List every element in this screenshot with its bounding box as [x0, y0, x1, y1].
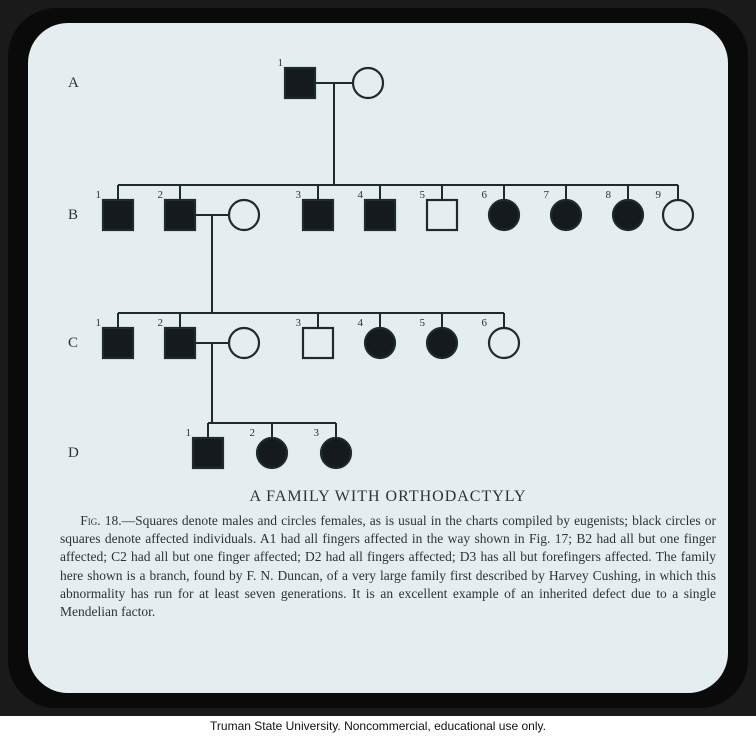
pedigree-female-C2s: [229, 328, 259, 358]
node-index-D1: 1: [186, 427, 192, 439]
node-index-C3: 3: [296, 317, 302, 329]
node-index-B5: 5: [420, 189, 426, 201]
node-index-C4: 4: [358, 317, 364, 329]
node-index-C6: 6: [482, 317, 488, 329]
node-index-D2: 2: [250, 427, 256, 439]
node-index-C2: 2: [158, 317, 164, 329]
pedigree-male-B4: [365, 200, 395, 230]
pedigree-female-B6: [489, 200, 519, 230]
generation-label-A: A: [68, 75, 79, 92]
slide-frame: 1 1 2 3 4 5 6 7 8 9 1 2 3 4 5 6 1 2 3 A B C D A FAMILY WITH O…: [8, 8, 748, 708]
pedigree-male-B5: [427, 200, 457, 230]
pedigree-male-C2: [165, 328, 195, 358]
pedigree-male-C1: [103, 328, 133, 358]
pedigree-male-B3: [303, 200, 333, 230]
pedigree-chart: 1 1 2 3 4 5 6 7 8 9 1 2 3 4 5 6 1 2 3: [28, 23, 728, 483]
node-index-B1: 1: [96, 189, 102, 201]
slide-inner: 1 1 2 3 4 5 6 7 8 9 1 2 3 4 5 6 1 2 3 A B C D A FAMILY WITH O…: [28, 23, 728, 693]
caption-body: Fig. 18.—Squares denote males and circle…: [60, 512, 716, 621]
node-index-B2: 2: [158, 189, 164, 201]
pedigree-male-B1: [103, 200, 133, 230]
caption-figlabel: Fig. 18.: [80, 513, 121, 528]
caption-block: A FAMILY WITH ORTHODACTYLY Fig. 18.—Squa…: [60, 488, 716, 621]
node-index-B6: 6: [482, 189, 488, 201]
pedigree-female-B8: [613, 200, 643, 230]
pedigree-male-C3: [303, 328, 333, 358]
pedigree-female-B7: [551, 200, 581, 230]
generation-label-D: D: [68, 445, 79, 462]
node-index-D3: 3: [314, 427, 320, 439]
pedigree-female-C5: [427, 328, 457, 358]
node-index-B4: 4: [358, 189, 364, 201]
generation-label-B: B: [68, 207, 78, 224]
pedigree-female-C4: [365, 328, 395, 358]
pedigree-female-D2: [257, 438, 287, 468]
pedigree-female-A1s: [353, 68, 383, 98]
generation-label-C: C: [68, 335, 78, 352]
pedigree-female-B9: [663, 200, 693, 230]
caption-text: —Squares denote males and circles female…: [60, 513, 716, 619]
node-index-B9: 9: [656, 189, 662, 201]
caption-title: A FAMILY WITH ORTHODACTYLY: [60, 488, 716, 506]
pedigree-male-B2: [165, 200, 195, 230]
pedigree-female-D3: [321, 438, 351, 468]
node-index-C1: 1: [96, 317, 102, 329]
node-index-B3: 3: [296, 189, 302, 201]
credit-bar: Truman State University. Noncommercial, …: [0, 716, 756, 736]
node-index-C5: 5: [420, 317, 426, 329]
pedigree-female-B2s: [229, 200, 259, 230]
pedigree-male-D1: [193, 438, 223, 468]
node-index-B7: 7: [544, 189, 550, 201]
pedigree-male-A1: [285, 68, 315, 98]
pedigree-female-C6: [489, 328, 519, 358]
node-index-A1: 1: [278, 57, 284, 69]
node-index-B8: 8: [606, 189, 612, 201]
